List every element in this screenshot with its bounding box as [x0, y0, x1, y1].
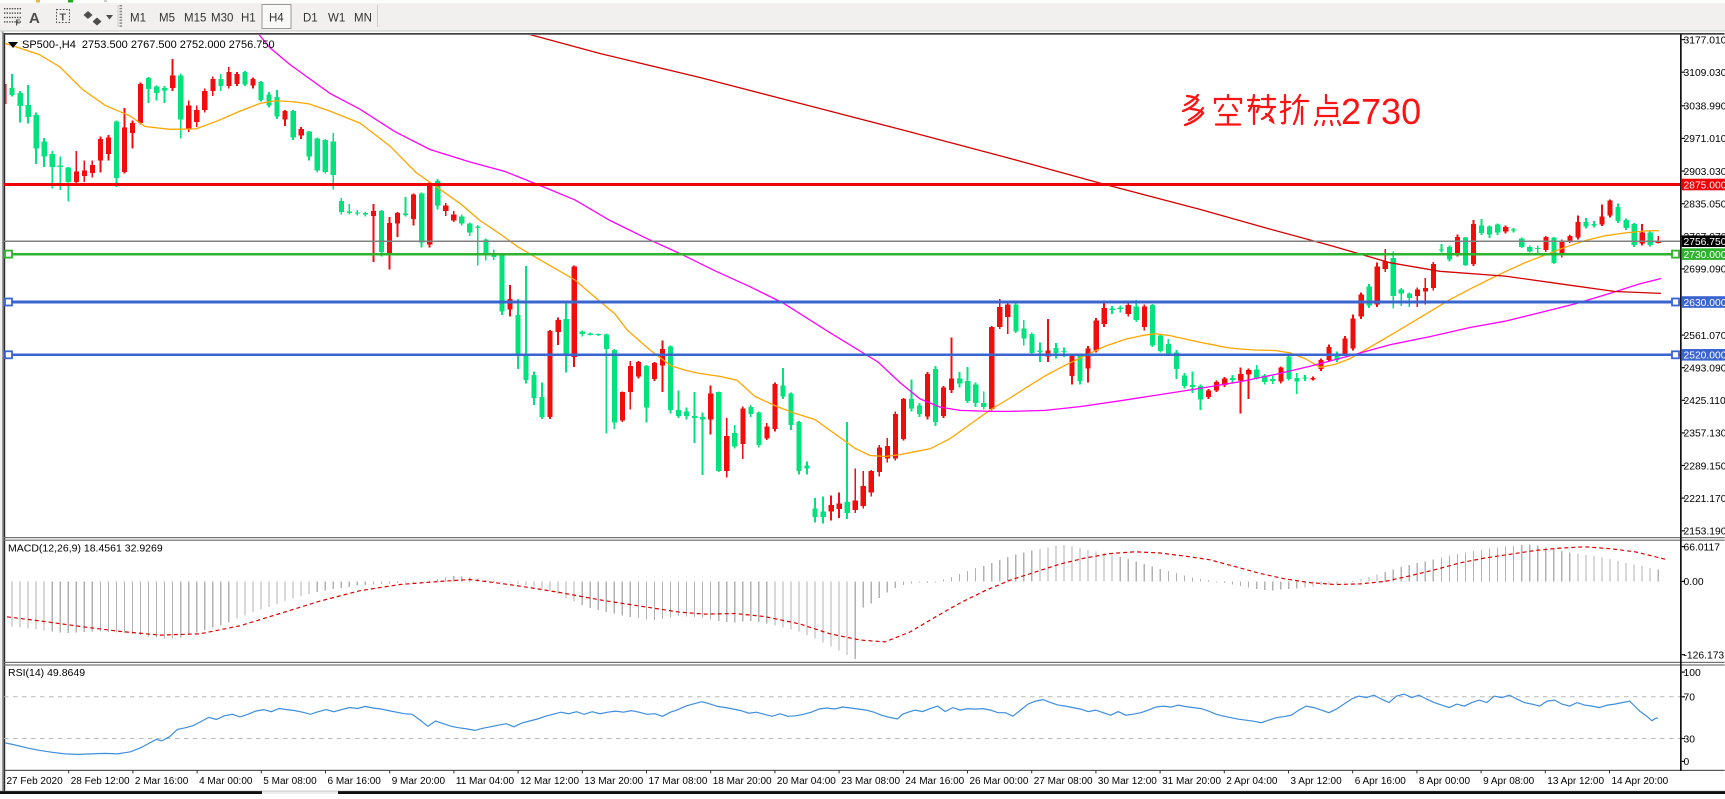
svg-text:2971.010: 2971.010 — [1684, 134, 1725, 145]
svg-text:4 Mar 00:00: 4 Mar 00:00 — [199, 776, 253, 787]
svg-text:F: F — [16, 19, 21, 28]
svg-text:9 Apr 08:00: 9 Apr 08:00 — [1483, 776, 1535, 787]
svg-text:30 Mar 12:00: 30 Mar 12:00 — [1098, 776, 1157, 787]
svg-text:66.0117: 66.0117 — [1684, 542, 1721, 553]
svg-text:8 Apr 00:00: 8 Apr 00:00 — [1419, 776, 1471, 787]
svg-text:-126.173: -126.173 — [1684, 651, 1725, 662]
svg-text:3038.990: 3038.990 — [1684, 102, 1725, 113]
svg-text:100: 100 — [1684, 668, 1701, 679]
svg-text:T: T — [60, 12, 67, 24]
svg-text:2903.030: 2903.030 — [1684, 167, 1725, 178]
svg-text:27 Mar 08:00: 27 Mar 08:00 — [1034, 776, 1093, 787]
svg-text:W1: W1 — [328, 13, 345, 25]
svg-text:2357.130: 2357.130 — [1684, 429, 1725, 440]
svg-text:3 Apr 12:00: 3 Apr 12:00 — [1291, 776, 1343, 787]
svg-text:27 Feb 2020: 27 Feb 2020 — [7, 776, 64, 787]
svg-text:13 Mar 20:00: 13 Mar 20:00 — [584, 776, 643, 787]
svg-text:2153.190: 2153.190 — [1684, 527, 1725, 538]
svg-text:2730: 2730 — [1341, 91, 1421, 132]
svg-text:2 Apr 04:00: 2 Apr 04:00 — [1226, 776, 1278, 787]
svg-text:2425.110: 2425.110 — [1684, 396, 1725, 407]
svg-text:M30: M30 — [211, 13, 233, 25]
svg-text:SP500-,H4 2753.500 2767.500 2: SP500-,H4 2753.500 2767.500 2752.000 275… — [22, 39, 275, 51]
svg-text:6 Mar 16:00: 6 Mar 16:00 — [328, 776, 382, 787]
svg-text:18 Mar 20:00: 18 Mar 20:00 — [713, 776, 772, 787]
svg-text:26 Mar 00:00: 26 Mar 00:00 — [970, 776, 1029, 787]
svg-text:2 Mar 16:00: 2 Mar 16:00 — [135, 776, 189, 787]
svg-text:23 Mar 08:00: 23 Mar 08:00 — [841, 776, 900, 787]
svg-text:2756.750: 2756.750 — [1684, 237, 1725, 248]
svg-text:2493.090: 2493.090 — [1684, 364, 1725, 375]
svg-text:2835.050: 2835.050 — [1684, 200, 1725, 211]
svg-text:2730.000: 2730.000 — [1684, 250, 1725, 261]
svg-text:11 Mar 04:00: 11 Mar 04:00 — [456, 776, 515, 787]
svg-text:3109.030: 3109.030 — [1684, 68, 1725, 79]
svg-text:17 Mar 08:00: 17 Mar 08:00 — [649, 776, 708, 787]
svg-text:2699.090: 2699.090 — [1684, 265, 1725, 276]
svg-text:MN: MN — [354, 13, 372, 25]
svg-text:0: 0 — [1684, 757, 1690, 768]
svg-text:2289.150: 2289.150 — [1684, 461, 1725, 472]
svg-text:3177.010: 3177.010 — [1684, 35, 1725, 46]
svg-text:2221.170: 2221.170 — [1684, 494, 1725, 505]
svg-text:5 Mar 08:00: 5 Mar 08:00 — [263, 776, 317, 787]
svg-text:2561.070: 2561.070 — [1684, 331, 1725, 342]
svg-text:2630.000: 2630.000 — [1684, 298, 1725, 309]
svg-text:31 Mar 20:00: 31 Mar 20:00 — [1162, 776, 1221, 787]
svg-text:12 Mar 12:00: 12 Mar 12:00 — [520, 776, 579, 787]
svg-text:70: 70 — [1684, 693, 1696, 704]
svg-text:M1: M1 — [130, 13, 146, 25]
svg-text:24 Mar 16:00: 24 Mar 16:00 — [905, 776, 964, 787]
svg-text:M15: M15 — [184, 13, 206, 25]
svg-text:0.00: 0.00 — [1684, 577, 1704, 588]
svg-text:H1: H1 — [241, 13, 256, 25]
svg-text:30: 30 — [1684, 734, 1696, 745]
svg-text:6 Apr 16:00: 6 Apr 16:00 — [1355, 776, 1407, 787]
svg-text:28 Feb 12:00: 28 Feb 12:00 — [71, 776, 130, 787]
svg-text:M5: M5 — [159, 13, 175, 25]
svg-text:RSI(14) 49.8649: RSI(14) 49.8649 — [8, 667, 85, 679]
svg-text:20 Mar 04:00: 20 Mar 04:00 — [777, 776, 836, 787]
svg-text:D1: D1 — [303, 13, 318, 25]
svg-text:9 Mar 20:00: 9 Mar 20:00 — [392, 776, 446, 787]
svg-text:MACD(12,26,9) 18.4561 32.9269: MACD(12,26,9) 18.4561 32.9269 — [8, 543, 163, 555]
svg-text:2875.000: 2875.000 — [1684, 180, 1725, 191]
svg-text:2520.000: 2520.000 — [1684, 351, 1725, 362]
svg-text:14 Apr 20:00: 14 Apr 20:00 — [1612, 776, 1669, 787]
svg-text:13 Apr 12:00: 13 Apr 12:00 — [1547, 776, 1604, 787]
svg-text:A: A — [29, 10, 40, 27]
svg-text:H4: H4 — [269, 13, 284, 25]
